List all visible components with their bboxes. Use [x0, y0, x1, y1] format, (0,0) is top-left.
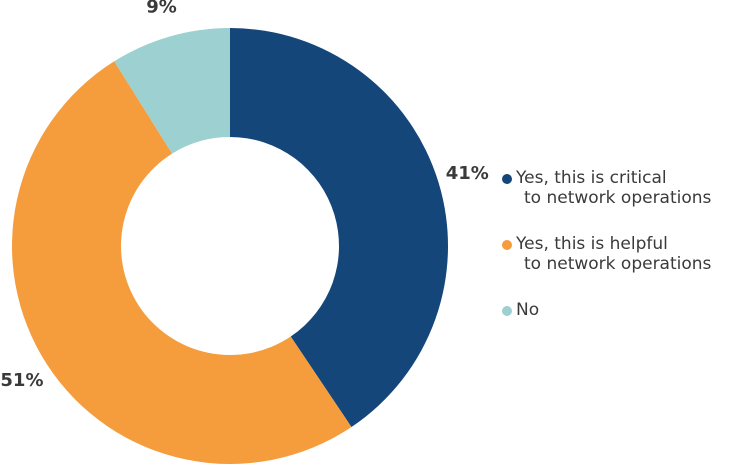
data-label-critical: 41%	[446, 163, 489, 184]
legend-swatch-no	[502, 306, 512, 316]
data-label-helpful: 51%	[0, 370, 43, 391]
legend-label-critical-line2: to network operations	[524, 188, 712, 208]
legend-item-helpful: Yes, this is helpful to network operatio…	[500, 234, 711, 274]
legend: Yes, this is critical to network operati…	[500, 168, 711, 346]
legend-item-critical: Yes, this is critical to network operati…	[500, 168, 711, 208]
legend-swatch-helpful	[502, 240, 512, 250]
legend-label-helpful-line1: Yes, this is helpful	[516, 234, 668, 254]
legend-label-helpful-line2: to network operations	[524, 254, 712, 274]
slice-helpful	[11, 61, 352, 465]
legend-swatch-critical	[502, 174, 512, 184]
data-label-no: 9%	[146, 0, 177, 18]
slice-critical	[230, 28, 448, 428]
legend-item-no: No	[500, 300, 711, 320]
slice-no	[114, 28, 230, 154]
legend-label-no: No	[516, 300, 540, 320]
legend-label-critical-line1: Yes, this is critical	[516, 168, 667, 188]
